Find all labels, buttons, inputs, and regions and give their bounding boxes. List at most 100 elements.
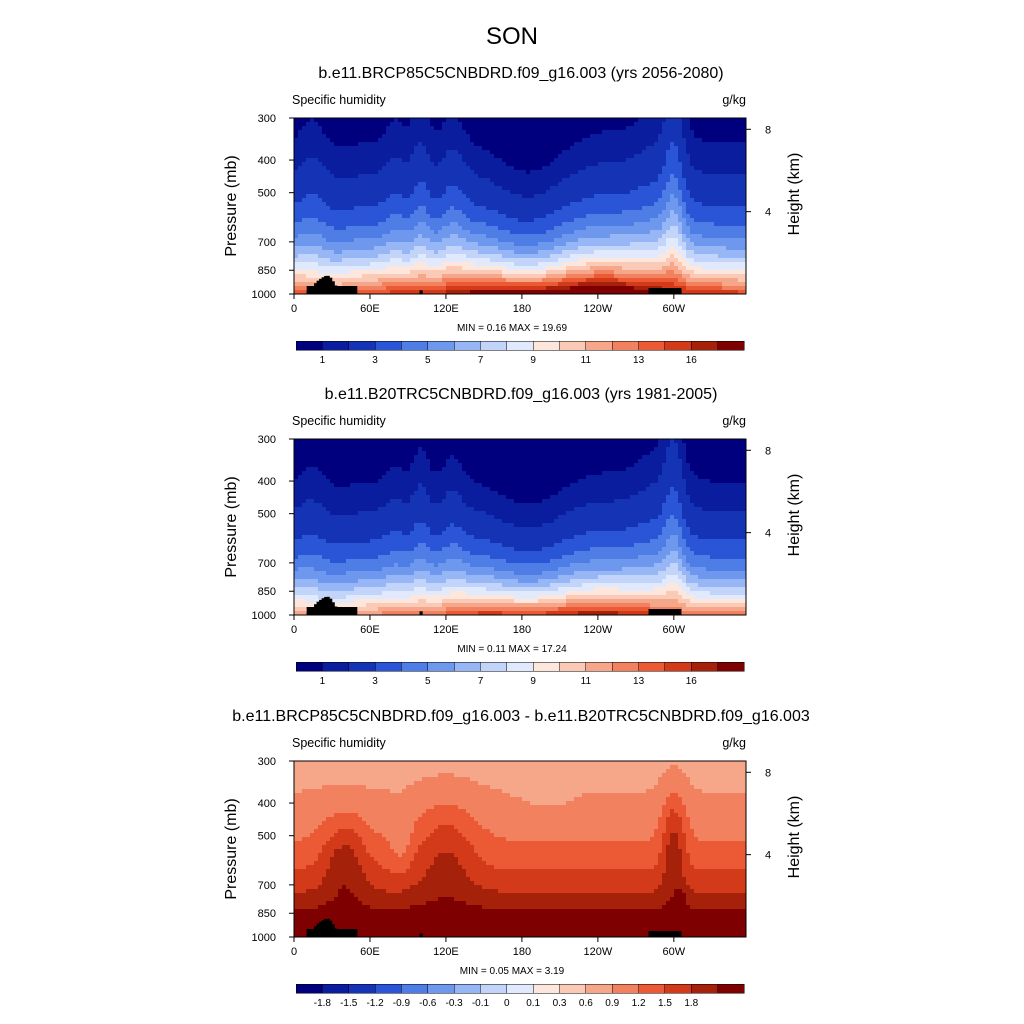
field-cell	[502, 274, 507, 279]
field-cell	[474, 282, 479, 287]
field-cell	[562, 222, 567, 227]
field-cell	[686, 230, 691, 235]
field-cell	[454, 150, 459, 155]
field-cell	[642, 182, 647, 187]
field-cell	[490, 258, 495, 263]
field-cell	[722, 262, 727, 267]
field-cell	[706, 126, 711, 131]
field-cell	[630, 154, 635, 159]
field-cell	[294, 138, 299, 143]
field-cell	[518, 238, 523, 243]
field-cell	[610, 222, 615, 227]
field-cell	[394, 230, 399, 235]
field-cell	[742, 230, 747, 235]
field-cell	[738, 262, 743, 267]
field-cell	[694, 254, 699, 259]
field-cell	[518, 190, 523, 195]
field-cell	[578, 158, 583, 163]
field-cell	[582, 170, 587, 175]
field-cell	[614, 286, 619, 291]
field-cell	[390, 182, 395, 187]
field-cell	[714, 166, 719, 171]
field-cell	[550, 258, 555, 263]
field-cell	[450, 146, 455, 151]
field-cell	[662, 266, 667, 271]
field-cell	[646, 170, 651, 175]
field-cell	[402, 238, 407, 243]
field-cell	[738, 282, 743, 287]
field-cell	[406, 234, 411, 239]
field-cell	[422, 202, 427, 207]
field-cell	[354, 254, 359, 259]
field-cell	[602, 146, 607, 151]
field-cell	[562, 170, 567, 175]
field-cell	[594, 150, 599, 155]
field-cell	[330, 274, 335, 279]
field-cell	[450, 170, 455, 175]
field-cell	[726, 182, 731, 187]
field-cell	[578, 262, 583, 267]
field-cell	[542, 282, 547, 287]
field-cell	[326, 122, 331, 127]
field-cell	[434, 230, 439, 235]
field-cell	[378, 130, 383, 135]
field-cell	[430, 162, 435, 167]
field-cell	[366, 234, 371, 239]
field-cell	[430, 182, 435, 187]
field-cell	[334, 118, 339, 123]
field-cell	[470, 230, 475, 235]
field-cell	[522, 270, 527, 275]
field-cell	[538, 270, 543, 275]
field-cell	[618, 242, 623, 247]
field-cell	[374, 182, 379, 187]
field-cell	[686, 202, 691, 207]
field-cell	[686, 286, 691, 291]
field-cell	[566, 202, 571, 207]
field-cell	[474, 278, 479, 283]
field-cell	[458, 194, 463, 199]
field-cell	[354, 242, 359, 247]
field-cell	[466, 126, 471, 131]
field-cell	[602, 190, 607, 195]
field-cell	[702, 254, 707, 259]
field-cell	[458, 214, 463, 219]
field-cell	[558, 270, 563, 275]
field-cell	[294, 222, 299, 227]
field-cell	[470, 278, 475, 283]
field-cell	[342, 266, 347, 271]
field-cell	[370, 250, 375, 255]
field-cell	[594, 210, 599, 215]
field-cell	[722, 138, 727, 143]
field-cell	[342, 178, 347, 183]
field-cell	[518, 222, 523, 227]
field-cell	[606, 254, 611, 259]
field-cell	[734, 150, 739, 155]
field-cell	[434, 138, 439, 143]
field-cell	[582, 186, 587, 191]
field-cell	[434, 234, 439, 239]
field-cell	[474, 266, 479, 271]
field-cell	[522, 142, 527, 147]
field-cell	[482, 262, 487, 267]
field-cell	[522, 290, 527, 295]
field-cell	[634, 158, 639, 163]
field-cell	[630, 234, 635, 239]
field-cell	[742, 286, 747, 291]
field-cell	[686, 174, 691, 179]
field-cell	[722, 134, 727, 139]
field-cell	[738, 210, 743, 215]
field-cell	[338, 206, 343, 211]
field-cell	[738, 238, 743, 243]
field-cell	[738, 286, 743, 291]
field-cell	[450, 222, 455, 227]
field-cell	[530, 138, 535, 143]
field-cell	[306, 122, 311, 127]
field-cell	[738, 190, 743, 195]
field-cell	[466, 198, 471, 203]
field-cell	[406, 174, 411, 179]
field-cell	[450, 166, 455, 171]
field-cell	[558, 250, 563, 255]
field-cell	[486, 162, 491, 167]
field-cell	[426, 122, 431, 127]
field-cell	[658, 162, 663, 167]
